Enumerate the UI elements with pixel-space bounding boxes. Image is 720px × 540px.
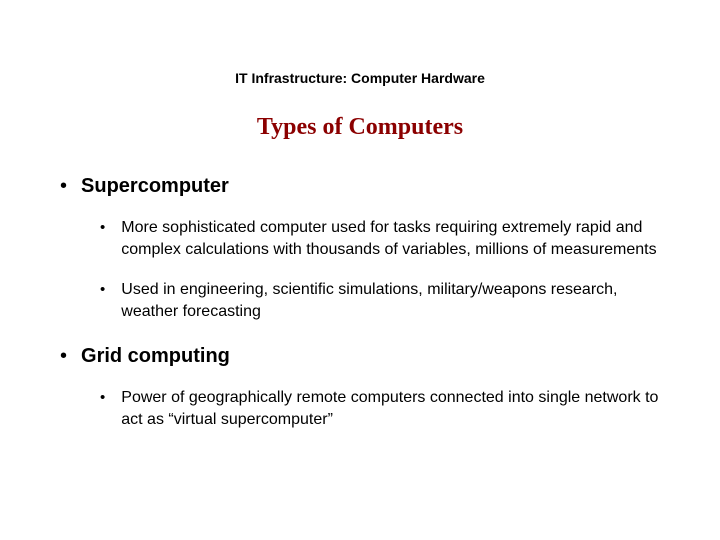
level1-row: • Supercomputer <box>60 173 660 199</box>
bullet-list-level1: • Supercomputer • More sophisticated com… <box>60 173 660 431</box>
bullet-icon: • <box>100 387 105 409</box>
bullet-icon: • <box>60 173 67 199</box>
bullet-icon: • <box>60 343 67 369</box>
list-item: • More sophisticated computer used for t… <box>100 217 660 261</box>
level1-label: Grid computing <box>81 343 230 369</box>
list-item: • Grid computing • Power of geographical… <box>60 343 660 431</box>
bullet-list-level2: • More sophisticated computer used for t… <box>60 217 660 323</box>
bullet-icon: • <box>100 279 105 301</box>
slide-title: Types of Computers <box>60 114 660 141</box>
level1-label: Supercomputer <box>81 173 229 199</box>
level2-text: Power of geographically remote computers… <box>121 387 660 431</box>
bullet-icon: • <box>100 217 105 239</box>
level2-text: Used in engineering, scientific simulati… <box>121 279 660 323</box>
list-item: • Power of geographically remote compute… <box>100 387 660 431</box>
list-item: • Supercomputer • More sophisticated com… <box>60 173 660 323</box>
level1-row: • Grid computing <box>60 343 660 369</box>
level2-text: More sophisticated computer used for tas… <box>121 217 660 261</box>
list-item: • Used in engineering, scientific simula… <box>100 279 660 323</box>
bullet-list-level2: • Power of geographically remote compute… <box>60 387 660 431</box>
slide-header: IT Infrastructure: Computer Hardware <box>60 70 660 86</box>
